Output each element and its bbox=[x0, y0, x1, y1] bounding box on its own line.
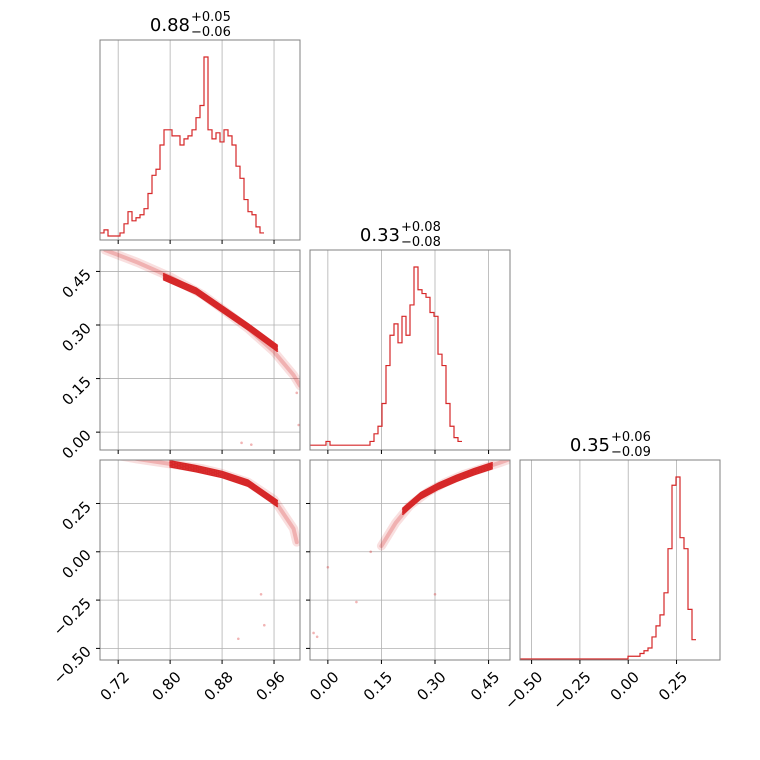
scatter-panel-0-1: 0.00 0.15 0.30 0.45 bbox=[58, 249, 301, 463]
title-plus-error: +0.08 bbox=[401, 220, 441, 235]
sample-cloud bbox=[100, 250, 300, 391]
histogram-step-line bbox=[100, 56, 264, 237]
x-tick-label: 0.72 bbox=[97, 668, 133, 704]
density-contour bbox=[169, 466, 279, 508]
sample-point bbox=[433, 592, 437, 596]
sample-cloud bbox=[376, 460, 510, 551]
histogram-step-line bbox=[520, 476, 696, 660]
density-contour bbox=[162, 272, 279, 347]
title-median: 0.33 bbox=[360, 225, 400, 246]
title-median: 0.88 bbox=[150, 15, 190, 36]
x-tick-label: 0.00 bbox=[306, 668, 342, 704]
density-contour bbox=[169, 460, 279, 502]
density-contour bbox=[162, 277, 279, 351]
panel-frame bbox=[309, 249, 511, 451]
sample-point bbox=[369, 550, 373, 554]
x-tick-label: 0.00 bbox=[607, 668, 643, 704]
panel-frame bbox=[99, 459, 301, 661]
sample-point bbox=[240, 441, 243, 445]
density-contour bbox=[402, 467, 493, 516]
density-contour bbox=[402, 461, 493, 510]
title-median: 0.35 bbox=[570, 435, 610, 456]
title-minus-error: −0.08 bbox=[401, 235, 441, 250]
histogram-panel-1: 0.33 +0.08−0.08 bbox=[309, 220, 511, 454]
density-contour bbox=[169, 463, 279, 505]
density-contour bbox=[162, 275, 279, 350]
title-minus-error: −0.09 bbox=[611, 445, 651, 460]
sample-point bbox=[295, 391, 299, 395]
sample-point bbox=[262, 623, 266, 627]
x-tick-label: −0.25 bbox=[549, 668, 594, 713]
y-tick-label: 0.00 bbox=[58, 546, 94, 582]
sample-cloud-core bbox=[379, 460, 510, 548]
sample-point bbox=[312, 631, 315, 635]
title-plus-error: +0.05 bbox=[191, 10, 231, 25]
x-tick-label: 0.88 bbox=[200, 668, 236, 704]
density-contour bbox=[402, 466, 493, 514]
density-contour bbox=[402, 464, 493, 513]
y-tick-label: −0.50 bbox=[50, 643, 95, 688]
panel-frame bbox=[99, 39, 301, 241]
title-minus-error: −0.06 bbox=[191, 25, 231, 40]
sample-point bbox=[355, 600, 358, 604]
sample-point bbox=[237, 637, 240, 641]
x-tick-label: 0.25 bbox=[655, 668, 691, 704]
y-tick-label: −0.25 bbox=[50, 594, 95, 639]
sample-point bbox=[297, 423, 300, 427]
sample-point bbox=[259, 592, 263, 596]
y-tick-label: 0.15 bbox=[58, 373, 94, 409]
y-tick-label: 0.00 bbox=[58, 426, 94, 462]
density-contour bbox=[162, 274, 279, 348]
panel-frame bbox=[309, 459, 511, 661]
x-tick-label: 0.30 bbox=[413, 668, 449, 704]
histogram-panel-2: −0.50 −0.25 0.00 0.25 0.35 +0.06−0.09 bbox=[501, 430, 721, 713]
panel-frame bbox=[519, 459, 721, 661]
x-tick-label: 0.96 bbox=[252, 668, 288, 704]
x-tick-label: 0.45 bbox=[467, 668, 503, 704]
y-tick-label: 0.25 bbox=[58, 498, 94, 534]
sample-cloud-core bbox=[103, 250, 300, 388]
histogram-panel-0: 0.88 +0.05−0.06 bbox=[99, 10, 301, 244]
density-contour bbox=[169, 461, 279, 503]
y-tick-label: 0.30 bbox=[58, 319, 94, 355]
scatter-panel-1-2: 0.00 0.15 0.30 0.45 bbox=[306, 459, 511, 704]
panel-frame bbox=[99, 249, 301, 451]
y-tick-label: 0.45 bbox=[58, 266, 94, 302]
sample-point bbox=[315, 635, 319, 639]
sample-point bbox=[326, 565, 330, 569]
density-contour bbox=[162, 278, 279, 353]
density-contour bbox=[169, 464, 279, 506]
scatter-panel-0-2: 0.72 0.80 0.88 0.96 −0.50−0.25 0.00 0.25 bbox=[50, 459, 301, 704]
histogram-step-line bbox=[310, 266, 462, 446]
title-plus-error: +0.06 bbox=[611, 430, 651, 445]
x-tick-label: 0.80 bbox=[149, 668, 185, 704]
sample-point bbox=[249, 443, 253, 446]
x-tick-label: −0.50 bbox=[501, 668, 546, 713]
x-tick-label: 0.15 bbox=[360, 668, 396, 704]
density-contour bbox=[402, 463, 493, 511]
